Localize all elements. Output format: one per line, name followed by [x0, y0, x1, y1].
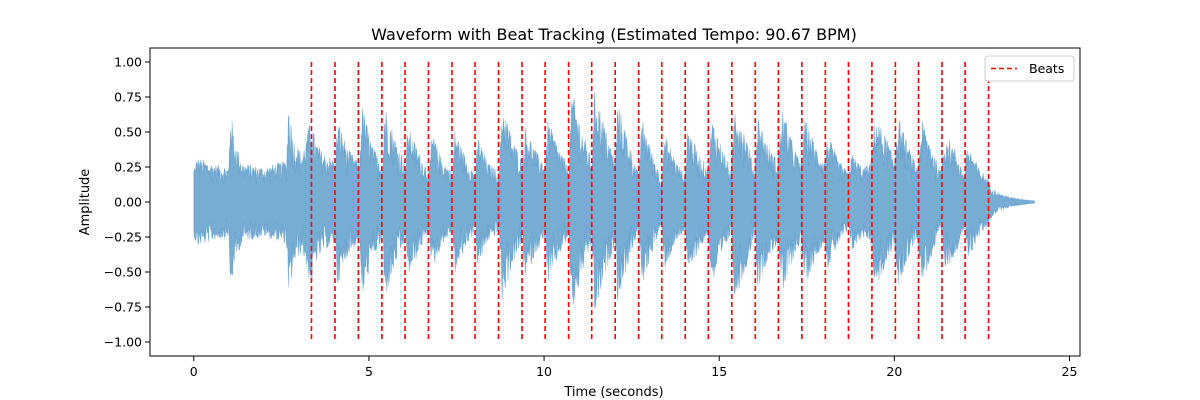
y-tick-label: 1.00 [114, 55, 142, 70]
legend-box [984, 55, 1075, 82]
y-tick-label: 0.75 [114, 90, 142, 105]
legend: Beats [984, 55, 1075, 82]
legend-beats-label: Beats [1029, 61, 1064, 76]
y-tick-label: 0.00 [114, 195, 142, 210]
y-tick-label: 0.25 [114, 160, 142, 175]
y-tick-label: 0.50 [114, 125, 142, 140]
chart-title: Waveform with Beat Tracking (Estimated T… [371, 25, 857, 44]
x-tick-label: 20 [886, 364, 902, 379]
y-axis-ticks: −1.00 −0.75 −0.50 −0.25 0.00 0.25 0.50 0.75 1.00 [104, 55, 150, 350]
x-tick-label: 15 [711, 364, 727, 379]
waveform-series [193, 91, 1035, 309]
x-tick-label: 0 [190, 364, 198, 379]
y-axis-label: Amplitude [78, 169, 93, 236]
y-tick-label: −0.50 [104, 265, 142, 280]
beat-markers [310, 62, 990, 342]
y-tick-label: −1.00 [104, 335, 142, 350]
y-tick-label: −0.75 [104, 300, 142, 315]
x-axis-label: Time (seconds) [563, 385, 663, 400]
plot-area [149, 47, 1081, 357]
x-tick-label: 25 [1062, 364, 1078, 379]
y-tick-label: −0.25 [104, 230, 142, 245]
x-axis-ticks: 0 5 10 15 20 25 [190, 356, 1078, 379]
x-tick-label: 10 [536, 364, 552, 379]
x-tick-label: 5 [365, 364, 373, 379]
